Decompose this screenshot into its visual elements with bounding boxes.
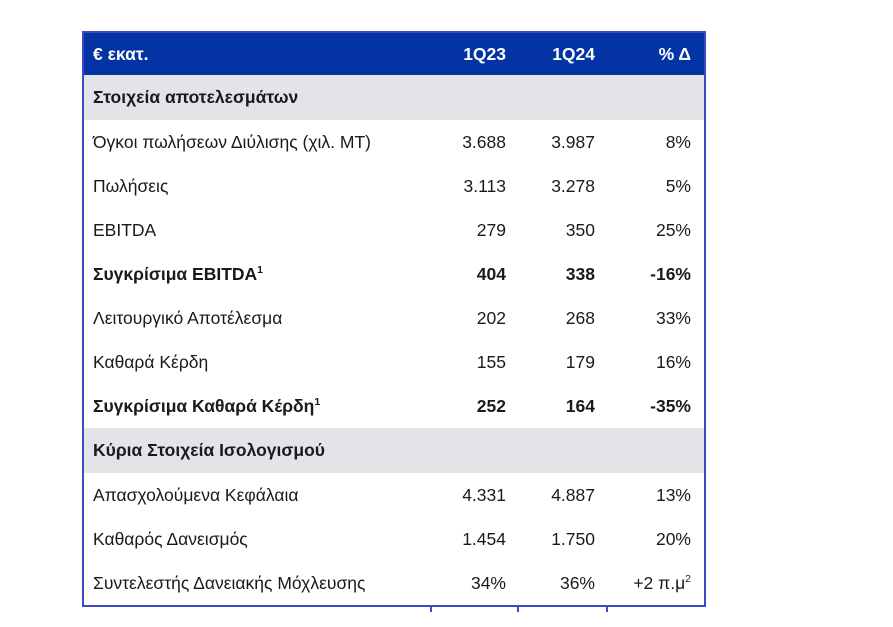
value-1q24: 36% [559, 572, 595, 593]
row-label: Λειτουργικό Αποτέλεσμα [93, 307, 283, 328]
delta-footnote-marker: 2 [685, 572, 691, 585]
table-row: Λειτουργικό Αποτέλεσμα 202 268 33% [84, 296, 704, 340]
value-1q23: 4.331 [462, 484, 506, 505]
section-title: Κύρια Στοιχεία Ισολογισμού [93, 440, 325, 460]
value-1q24: 4.887 [551, 484, 595, 505]
value-1q24: 338 [565, 263, 595, 284]
value-1q23: 34% [470, 572, 506, 593]
section-title: Στοιχεία αποτελεσμάτων [93, 87, 299, 107]
table-row: Καθαρά Κέρδη 155 179 16% [84, 340, 704, 384]
value-1q23: 155 [476, 351, 506, 372]
delta-value: 16% [655, 351, 691, 372]
delta-value: 33% [655, 307, 691, 328]
value-1q24: 164 [565, 395, 595, 416]
column-divider-tick [606, 607, 608, 612]
col-header-1q24: 1Q24 [552, 43, 595, 64]
row-label: Καθαρός Δανεισμός [93, 528, 248, 549]
delta-value: 13% [655, 484, 691, 505]
table-row: Απασχολούμενα Κεφάλαια 4.331 4.887 13% [84, 473, 704, 517]
row-label: Απασχολούμενα Κεφάλαια [93, 484, 299, 505]
delta-value: -16% [650, 263, 691, 284]
table-row: Συγκρίσιμα Καθαρά Κέρδη1 252 164 -35% [84, 384, 704, 428]
delta-value: -35% [650, 395, 691, 416]
table-header: € εκατ. 1Q23 1Q24 % Δ [84, 33, 704, 75]
value-1q24: 268 [565, 307, 595, 328]
col-header-1q23: 1Q23 [463, 43, 506, 64]
column-divider-tick [430, 607, 432, 612]
value-1q24: 179 [565, 351, 595, 372]
delta-value: 20% [655, 528, 691, 549]
table-row: EBITDA 279 350 25% [84, 208, 704, 252]
row-label: Πωλήσεις [93, 175, 169, 196]
col-header-delta: % Δ [658, 43, 691, 64]
row-label: Συντελεστής Δανειακής Μόχλευσης [93, 572, 366, 593]
value-1q23: 252 [476, 395, 506, 416]
delta-value: 8% [665, 131, 691, 152]
unit-label: € εκατ. [93, 43, 149, 64]
section-header: Στοιχεία αποτελεσμάτων [84, 75, 704, 120]
delta-value: 25% [655, 219, 691, 240]
value-1q23: 3.688 [462, 131, 506, 152]
table-row: Πωλήσεις 3.113 3.278 5% [84, 164, 704, 208]
value-1q23: 202 [476, 307, 506, 328]
row-label: Συγκρίσιμα EBITDA [93, 263, 258, 284]
table-row: Όγκοι πωλήσεων Διύλισης (χιλ. ΜΤ) 3.688 … [84, 120, 704, 164]
value-1q23: 3.113 [463, 175, 507, 196]
delta-value: 5% [665, 175, 691, 196]
table-row: Συντελεστής Δανειακής Μόχλευσης 34% 36% … [84, 561, 704, 605]
value-1q24: 350 [565, 219, 595, 240]
row-label: Καθαρά Κέρδη [93, 351, 209, 372]
table-body: Στοιχεία αποτελεσμάτων Όγκοι πωλήσεων Δι… [84, 75, 704, 605]
financial-results-table: € εκατ. 1Q23 1Q24 % Δ Στοιχεία αποτελεσμ… [82, 31, 706, 607]
value-1q24: 1.750 [551, 528, 595, 549]
value-1q23: 404 [476, 263, 506, 284]
footnote-marker: 1 [314, 395, 321, 408]
table-row: Καθαρός Δανεισμός 1.454 1.750 20% [84, 517, 704, 561]
delta-value: +2 π.μ [633, 572, 686, 593]
value-1q23: 279 [476, 219, 506, 240]
value-1q24: 3.987 [551, 131, 595, 152]
footnote-marker: 1 [257, 263, 264, 276]
row-label: EBITDA [93, 219, 157, 240]
row-label: Όγκοι πωλήσεων Διύλισης (χιλ. ΜΤ) [93, 131, 371, 152]
value-1q24: 3.278 [551, 175, 595, 196]
section-header: Κύρια Στοιχεία Ισολογισμού [84, 428, 704, 473]
table-row: Συγκρίσιμα EBITDA1 404 338 -16% [84, 252, 704, 296]
column-divider-tick [517, 607, 519, 612]
row-label: Συγκρίσιμα Καθαρά Κέρδη [93, 395, 315, 416]
value-1q23: 1.454 [462, 528, 506, 549]
